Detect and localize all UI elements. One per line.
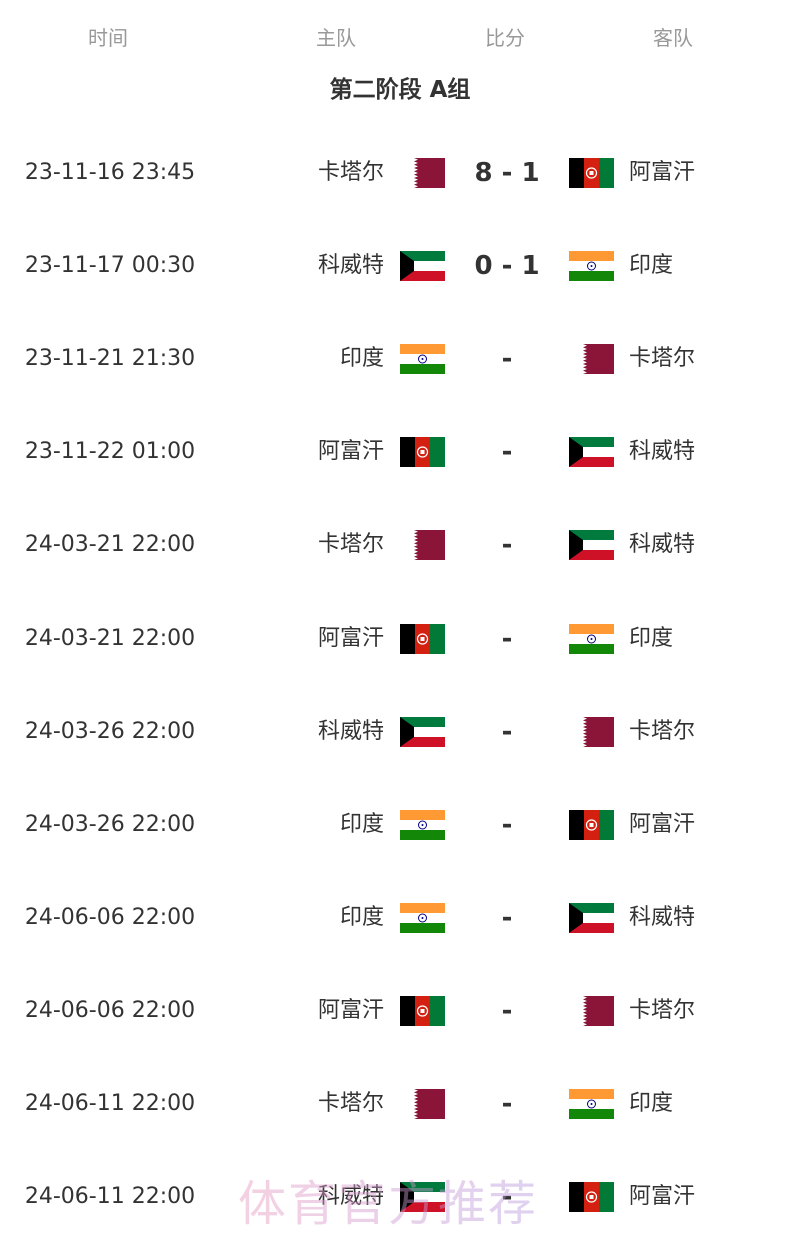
home-team: 卡塔尔: [317, 160, 384, 185]
match-row[interactable]: 24-03-21 22:00 卡塔尔 - 科威特: [0, 525, 800, 565]
qatar-flag-icon: [569, 344, 614, 375]
match-score: -: [501, 530, 513, 561]
kuwait-flag-icon: [400, 251, 445, 282]
match-time: 23-11-21 21:30: [24, 346, 196, 372]
header-away: 客队: [653, 26, 693, 50]
match-score: -: [501, 623, 513, 654]
qatar-flag-icon: [569, 995, 614, 1026]
india-flag-icon: [569, 251, 614, 282]
home-team: 阿富汗: [317, 997, 384, 1023]
away-team: 卡塔尔: [629, 997, 696, 1023]
home-team: 卡塔尔: [317, 532, 384, 558]
india-flag-icon: [400, 809, 445, 840]
away-team: 科威特: [629, 439, 696, 465]
match-score: 0 - 1: [474, 251, 540, 282]
match-time: 24-06-11 22:00: [24, 1091, 196, 1116]
india-flag-icon: [400, 344, 445, 375]
match-time: 24-06-06 22:00: [24, 997, 196, 1023]
away-team: 科威特: [629, 904, 696, 930]
header-time: 时间: [88, 26, 128, 50]
match-row[interactable]: 23-11-16 23:45 卡塔尔 8 - 1 阿富汗: [0, 153, 800, 193]
match-score: -: [501, 716, 513, 747]
away-team: 印度: [629, 253, 674, 279]
match-row[interactable]: 23-11-22 01:00 阿富汗 - 科威特: [0, 432, 800, 472]
match-row[interactable]: 24-03-26 22:00 印度 - 阿富汗: [0, 805, 800, 845]
match-row[interactable]: 24-06-06 22:00 印度 - 科威特: [0, 898, 800, 938]
match-time: 23-11-22 01:00: [24, 439, 196, 465]
home-team: 印度: [339, 346, 384, 372]
header-home: 主队: [316, 26, 356, 50]
match-score: -: [501, 437, 513, 468]
away-team: 卡塔尔: [629, 346, 696, 372]
kuwait-flag-icon: [569, 902, 614, 933]
match-score: -: [501, 902, 513, 933]
qatar-flag-icon: [400, 158, 445, 188]
kuwait-flag-icon: [400, 716, 445, 747]
kuwait-flag-icon: [569, 437, 614, 468]
home-team: 阿富汗: [317, 439, 384, 465]
match-time: 24-06-06 22:00: [24, 904, 196, 930]
match-time: 24-03-26 22:00: [24, 718, 196, 744]
away-team: 印度: [629, 1091, 674, 1116]
away-team: 科威特: [629, 532, 696, 558]
home-team: 卡塔尔: [317, 1091, 384, 1116]
afghanistan-flag-icon: [400, 995, 445, 1026]
india-flag-icon: [569, 623, 614, 654]
kuwait-flag-icon: [400, 1182, 445, 1213]
afghanistan-flag-icon: [569, 809, 614, 840]
match-score: -: [501, 344, 513, 375]
match-score: 8 - 1: [474, 158, 540, 188]
match-time: 24-03-21 22:00: [24, 625, 196, 651]
match-score: -: [501, 1182, 513, 1213]
match-row[interactable]: 24-06-11 22:00 科威特 - 阿富汗: [0, 1177, 800, 1217]
match-row[interactable]: 23-11-21 21:30 印度 - 卡塔尔: [0, 339, 800, 379]
away-team: 印度: [629, 625, 674, 651]
qatar-flag-icon: [400, 1089, 445, 1119]
afghanistan-flag-icon: [569, 1182, 614, 1213]
home-team: 科威特: [317, 1184, 384, 1210]
away-team: 卡塔尔: [629, 718, 696, 744]
match-time: 24-06-11 22:00: [24, 1184, 196, 1210]
match-score: -: [501, 995, 513, 1026]
home-team: 科威特: [317, 253, 384, 279]
match-time: 24-03-21 22:00: [24, 532, 196, 558]
qatar-flag-icon: [400, 530, 445, 561]
match-row[interactable]: 24-03-21 22:00 阿富汗 - 印度: [0, 619, 800, 659]
afghanistan-flag-icon: [400, 623, 445, 654]
match-row[interactable]: 24-06-11 22:00 卡塔尔 - 印度: [0, 1084, 800, 1124]
header-score: 比分: [485, 26, 525, 50]
afghanistan-flag-icon: [400, 437, 445, 468]
away-team: 阿富汗: [629, 160, 696, 185]
match-time: 24-03-26 22:00: [24, 811, 196, 837]
home-team: 印度: [339, 904, 384, 930]
home-team: 印度: [339, 811, 384, 837]
match-score: -: [501, 1089, 513, 1119]
group-title: 第二阶段 A组: [329, 77, 471, 103]
match-row[interactable]: 24-03-26 22:00 科威特 - 卡塔尔: [0, 712, 800, 752]
match-time: 23-11-16 23:45: [24, 160, 196, 185]
qatar-flag-icon: [569, 716, 614, 747]
away-team: 阿富汗: [629, 811, 696, 837]
afghanistan-flag-icon: [569, 158, 614, 188]
away-team: 阿富汗: [629, 1184, 696, 1210]
india-flag-icon: [569, 1089, 614, 1119]
home-team: 阿富汗: [317, 625, 384, 651]
match-row[interactable]: 23-11-17 00:30 科威特 0 - 1 印度: [0, 246, 800, 286]
india-flag-icon: [400, 902, 445, 933]
match-score: -: [501, 809, 513, 840]
match-time: 23-11-17 00:30: [24, 253, 196, 279]
home-team: 科威特: [317, 718, 384, 744]
kuwait-flag-icon: [569, 530, 614, 561]
match-row[interactable]: 24-06-06 22:00 阿富汗 - 卡塔尔: [0, 991, 800, 1031]
